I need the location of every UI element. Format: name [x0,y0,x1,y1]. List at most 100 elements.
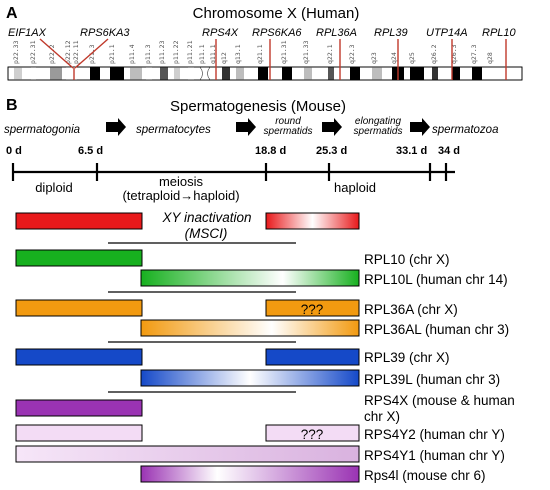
bar-rpl36a-right [265,299,360,317]
bar-rps4y2-left [15,424,143,442]
day-6-5: 6.5 d [78,145,103,157]
label-xy-inactivation: XY inactivation [161,210,251,225]
bar-rps4y2-right [265,424,360,442]
spermatogenesis-title: Spermatogenesis (Mouse) [170,98,346,115]
chromosome-band [188,67,194,80]
chromosome-band [160,67,168,80]
chromosome-band [222,67,230,80]
chromosome-band [472,67,482,80]
band-labels: p22.33 p22.31 p22.2 p22.12 p22.11 p21.3 p21.1 p… [12,40,494,64]
band-label: q11.1 [209,44,217,64]
bar-rpl39l [140,369,360,387]
label-tetraploid-haploid: (tetraploid→haploid) [122,188,239,203]
bar-msci-red-left [15,212,143,230]
band-label: p11.22 [172,40,180,64]
row-dividers [108,242,296,393]
band-label: q28 [486,52,494,64]
stage-arrow-3 [322,118,342,136]
chromosome-band [110,67,124,80]
chromosome-band [146,67,152,80]
chromosome-band [236,67,244,80]
stage-spermatozoa: spermatozoa [432,124,498,136]
label-rps4l: Rps4l (mouse chr 6) [364,468,486,483]
panel-b-letter: B [6,97,18,114]
gene-label-rpl10: RPL10 [482,27,517,39]
band-label: q22.1 [326,44,334,64]
label-rps4x-2: chr X) [364,409,400,424]
label-rps4y1: RPS4Y1 (human chr Y) [364,448,505,463]
gene-label-rpl36a: RPL36A [316,27,357,39]
day-25-3: 25.3 d [316,145,347,157]
chromosome-band [452,67,460,80]
bar-rps4y1 [15,445,360,463]
chromosome-band [174,67,180,80]
band-label: q21.33 [302,40,310,64]
stage-arrow-2 [236,118,256,136]
stage-round-spermatids-1: round [275,116,301,127]
band-label: p21.3 [88,44,96,64]
chromosome-band [432,67,438,80]
band-label: q22.3 [348,44,356,64]
chromosome-band [328,67,334,80]
stage-spermatocytes: spermatocytes [136,124,211,136]
band-label: q21.31 [280,40,288,64]
bar-rpl10l [140,269,360,287]
chromosome-band [130,67,142,80]
band-label: p11.4 [128,44,136,64]
band-label: q12 [220,52,228,64]
band-label: p22.11 [72,40,80,64]
band-label: p11.23 [158,40,166,64]
bar-rpl39-left [15,348,143,366]
label-rpl39: RPL39 (chr X) [364,350,450,365]
band-label: p22.33 [12,40,20,64]
label-rps4y2: RPS4Y2 (human chr Y) [364,427,505,442]
chromosome-band [258,67,268,80]
band-label: p21.1 [108,44,116,64]
gene-markers [39,38,507,80]
chromosome-band [90,67,100,80]
band-label: q27.3 [470,44,478,64]
bar-rpl39-right [265,348,360,366]
unknown-rps4y2: ??? [301,427,324,442]
label-rpl36al: RPL36AL (human chr 3) [364,322,509,337]
chromosome-band [74,67,77,80]
day-18-8: 18.8 d [255,145,286,157]
label-diploid: diploid [35,180,73,195]
stage-spermatogonia: spermatogonia [4,124,80,136]
stage-arrow-4 [410,118,430,136]
label-rpl10: RPL10 (chr X) [364,252,450,267]
chromosome-title: Chromosome X (Human) [193,5,360,22]
gene-label-eif1ax: EIF1AX [8,27,47,39]
chromosome-ideogram [7,66,523,81]
gene-label-rps6ka6: RPS6KA6 [252,27,302,39]
chromosome-band [304,67,312,80]
label-meiosis: meiosis [159,174,204,189]
chromosome-band [282,67,292,80]
stage-elongating-spermatids-2: spermatids [354,126,403,137]
label-haploid: haploid [334,180,376,195]
band-label: q13.1 [234,44,242,64]
label-rpl10l: RPL10L (human chr 14) [364,272,508,287]
chromosome-band [14,67,22,80]
label-rpl39l: RPL39L (human chr 3) [364,372,500,387]
stage-round-spermatids-2: spermatids [264,126,313,137]
band-label: q23 [370,52,378,64]
band-label: q24 [390,52,398,64]
gene-label-rps6ka3: RPS6KA3 [80,27,130,39]
band-label: q21.1 [256,44,264,64]
chromosome-band [50,67,62,80]
chromosome-band [410,67,424,80]
timeline [11,163,455,181]
chromosome-band [66,67,73,80]
chromosome-band [350,67,360,80]
day-33-1: 33.1 d [396,145,427,157]
label-rps4x-1: RPS4X (mouse & human [364,393,515,408]
band-label: p11.3 [144,44,152,64]
panel-a-letter: A [6,5,18,22]
gene-label-utp14a: UTP14A [426,27,468,39]
chromosome-band [372,67,382,80]
bar-rpl10 [15,249,143,267]
bar-rps4l [140,465,360,483]
gene-label-rps4x: RPS4X [202,27,239,39]
